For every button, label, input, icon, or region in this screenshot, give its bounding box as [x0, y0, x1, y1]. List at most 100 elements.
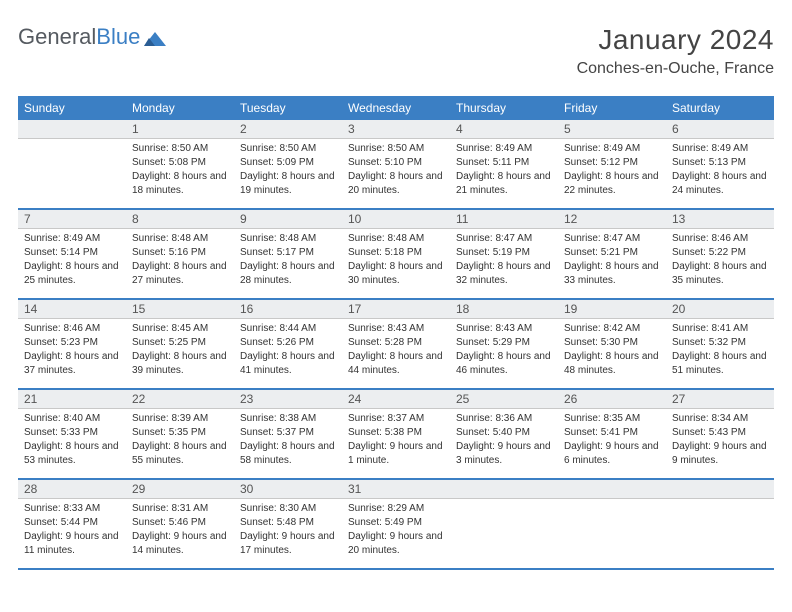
daylight-text: Daylight: 9 hours and 11 minutes.	[24, 530, 120, 558]
day-info-cell: Sunrise: 8:45 AMSunset: 5:25 PMDaylight:…	[126, 319, 234, 390]
sunrise-text: Sunrise: 8:29 AM	[348, 502, 444, 516]
sunrise-text: Sunrise: 8:43 AM	[456, 322, 552, 336]
sunrise-text: Sunrise: 8:50 AM	[240, 142, 336, 156]
day-info-cell: Sunrise: 8:48 AMSunset: 5:16 PMDaylight:…	[126, 229, 234, 300]
weekday-header-row: SundayMondayTuesdayWednesdayThursdayFrid…	[18, 96, 774, 120]
day-number-cell: 2	[234, 120, 342, 139]
day-number-cell: 25	[450, 389, 558, 409]
sunrise-text: Sunrise: 8:43 AM	[348, 322, 444, 336]
sunrise-text: Sunrise: 8:48 AM	[348, 232, 444, 246]
daylight-text: Daylight: 9 hours and 6 minutes.	[564, 440, 660, 468]
sunset-text: Sunset: 5:43 PM	[672, 426, 768, 440]
day-info-cell: Sunrise: 8:46 AMSunset: 5:23 PMDaylight:…	[18, 319, 126, 390]
logo-text: GeneralBlue	[18, 24, 140, 50]
logo-part2: Blue	[96, 24, 140, 49]
day-info-cell: Sunrise: 8:31 AMSunset: 5:46 PMDaylight:…	[126, 499, 234, 570]
day-number-row: 28293031	[18, 479, 774, 499]
day-info-cell: Sunrise: 8:30 AMSunset: 5:48 PMDaylight:…	[234, 499, 342, 570]
day-number-cell	[18, 120, 126, 139]
sunset-text: Sunset: 5:13 PM	[672, 156, 768, 170]
sunset-text: Sunset: 5:32 PM	[672, 336, 768, 350]
day-info-cell: Sunrise: 8:48 AMSunset: 5:18 PMDaylight:…	[342, 229, 450, 300]
sunrise-text: Sunrise: 8:41 AM	[672, 322, 768, 336]
sunrise-text: Sunrise: 8:47 AM	[564, 232, 660, 246]
day-info-cell: Sunrise: 8:37 AMSunset: 5:38 PMDaylight:…	[342, 409, 450, 480]
sunset-text: Sunset: 5:23 PM	[24, 336, 120, 350]
daylight-text: Daylight: 9 hours and 20 minutes.	[348, 530, 444, 558]
day-number-cell	[666, 479, 774, 499]
day-info-cell: Sunrise: 8:42 AMSunset: 5:30 PMDaylight:…	[558, 319, 666, 390]
sunrise-text: Sunrise: 8:34 AM	[672, 412, 768, 426]
sunrise-text: Sunrise: 8:36 AM	[456, 412, 552, 426]
day-number-row: 78910111213	[18, 209, 774, 229]
sunset-text: Sunset: 5:28 PM	[348, 336, 444, 350]
sunrise-text: Sunrise: 8:45 AM	[132, 322, 228, 336]
day-number-cell: 5	[558, 120, 666, 139]
day-number-cell: 15	[126, 299, 234, 319]
sunrise-text: Sunrise: 8:46 AM	[672, 232, 768, 246]
sunset-text: Sunset: 5:44 PM	[24, 516, 120, 530]
day-number-cell: 23	[234, 389, 342, 409]
day-number-cell: 13	[666, 209, 774, 229]
day-number-cell: 18	[450, 299, 558, 319]
daylight-text: Daylight: 8 hours and 46 minutes.	[456, 350, 552, 378]
daylight-text: Daylight: 9 hours and 17 minutes.	[240, 530, 336, 558]
daylight-text: Daylight: 8 hours and 37 minutes.	[24, 350, 120, 378]
sunrise-text: Sunrise: 8:31 AM	[132, 502, 228, 516]
day-info-cell: Sunrise: 8:38 AMSunset: 5:37 PMDaylight:…	[234, 409, 342, 480]
day-info-cell: Sunrise: 8:49 AMSunset: 5:13 PMDaylight:…	[666, 139, 774, 210]
sunrise-text: Sunrise: 8:35 AM	[564, 412, 660, 426]
weekday-header: Tuesday	[234, 96, 342, 120]
day-number-cell: 22	[126, 389, 234, 409]
daylight-text: Daylight: 8 hours and 58 minutes.	[240, 440, 336, 468]
day-info-row: Sunrise: 8:40 AMSunset: 5:33 PMDaylight:…	[18, 409, 774, 480]
sunset-text: Sunset: 5:37 PM	[240, 426, 336, 440]
day-number-cell: 24	[342, 389, 450, 409]
day-info-cell: Sunrise: 8:50 AMSunset: 5:08 PMDaylight:…	[126, 139, 234, 210]
day-number-cell: 9	[234, 209, 342, 229]
daylight-text: Daylight: 8 hours and 51 minutes.	[672, 350, 768, 378]
daylight-text: Daylight: 8 hours and 33 minutes.	[564, 260, 660, 288]
day-info-cell: Sunrise: 8:48 AMSunset: 5:17 PMDaylight:…	[234, 229, 342, 300]
day-info-cell: Sunrise: 8:43 AMSunset: 5:29 PMDaylight:…	[450, 319, 558, 390]
daylight-text: Daylight: 9 hours and 1 minute.	[348, 440, 444, 468]
day-info-cell: Sunrise: 8:49 AMSunset: 5:11 PMDaylight:…	[450, 139, 558, 210]
day-info-row: Sunrise: 8:33 AMSunset: 5:44 PMDaylight:…	[18, 499, 774, 570]
day-number-cell	[558, 479, 666, 499]
day-number-row: 14151617181920	[18, 299, 774, 319]
sunrise-text: Sunrise: 8:33 AM	[24, 502, 120, 516]
day-number-cell	[450, 479, 558, 499]
logo-triangle-icon	[144, 28, 166, 46]
sunrise-text: Sunrise: 8:48 AM	[132, 232, 228, 246]
daylight-text: Daylight: 9 hours and 3 minutes.	[456, 440, 552, 468]
weekday-header: Thursday	[450, 96, 558, 120]
daylight-text: Daylight: 8 hours and 39 minutes.	[132, 350, 228, 378]
day-info-cell: Sunrise: 8:50 AMSunset: 5:09 PMDaylight:…	[234, 139, 342, 210]
day-number-row: 123456	[18, 120, 774, 139]
day-info-cell	[558, 499, 666, 570]
daylight-text: Daylight: 8 hours and 32 minutes.	[456, 260, 552, 288]
title-block: January 2024 Conches-en-Ouche, France	[577, 24, 774, 78]
day-number-cell: 26	[558, 389, 666, 409]
day-info-cell	[450, 499, 558, 570]
sunrise-text: Sunrise: 8:30 AM	[240, 502, 336, 516]
weekday-header: Friday	[558, 96, 666, 120]
day-number-cell: 12	[558, 209, 666, 229]
logo-part1: General	[18, 24, 96, 49]
sunrise-text: Sunrise: 8:50 AM	[348, 142, 444, 156]
day-number-cell: 31	[342, 479, 450, 499]
weekday-header: Monday	[126, 96, 234, 120]
sunrise-text: Sunrise: 8:46 AM	[24, 322, 120, 336]
day-info-row: Sunrise: 8:49 AMSunset: 5:14 PMDaylight:…	[18, 229, 774, 300]
daylight-text: Daylight: 8 hours and 41 minutes.	[240, 350, 336, 378]
sunset-text: Sunset: 5:19 PM	[456, 246, 552, 260]
day-info-row: Sunrise: 8:50 AMSunset: 5:08 PMDaylight:…	[18, 139, 774, 210]
daylight-text: Daylight: 8 hours and 18 minutes.	[132, 170, 228, 198]
weekday-header: Wednesday	[342, 96, 450, 120]
daylight-text: Daylight: 8 hours and 35 minutes.	[672, 260, 768, 288]
sunrise-text: Sunrise: 8:39 AM	[132, 412, 228, 426]
day-info-cell: Sunrise: 8:47 AMSunset: 5:21 PMDaylight:…	[558, 229, 666, 300]
day-number-cell: 16	[234, 299, 342, 319]
weekday-header: Saturday	[666, 96, 774, 120]
sunset-text: Sunset: 5:12 PM	[564, 156, 660, 170]
